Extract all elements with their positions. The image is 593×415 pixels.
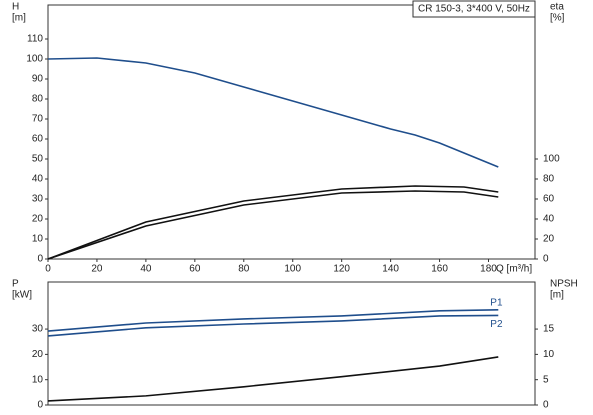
chart-title: CR 150-3, 3*400 V, 50Hz — [418, 4, 530, 15]
y-tick-label: 40 — [32, 174, 44, 185]
y2-tick-label: 10 — [543, 349, 555, 360]
y-tick-label: 30 — [32, 324, 44, 335]
plot-frame — [47, 281, 536, 406]
series-label: P1 — [490, 297, 503, 308]
y2-tick-label: 0 — [543, 400, 549, 411]
y2-tick-label: 5 — [543, 374, 549, 385]
y-tick-label: 70 — [32, 114, 44, 125]
x-tick-label: 160 — [431, 264, 448, 275]
x-tick-label: 60 — [189, 264, 201, 275]
y2-axis-label: eta — [550, 2, 564, 13]
x-tick-label: 120 — [333, 264, 350, 275]
y2-axis-label: NPSH — [550, 279, 578, 290]
y-tick-label: 20 — [32, 214, 44, 225]
y2-tick-label: 0 — [543, 254, 549, 265]
y-tick-label: 30 — [32, 194, 44, 205]
y2-tick-label: 20 — [543, 234, 555, 245]
x-tick-label: 40 — [140, 264, 152, 275]
curve — [47, 356, 499, 402]
x-axis-label: Q [m³/h] — [496, 264, 532, 275]
x-tick-label: 180 — [480, 264, 497, 275]
y-tick-label: 50 — [32, 154, 44, 165]
y-tick-label: 0 — [37, 254, 43, 265]
y-tick-label: 60 — [32, 134, 44, 145]
y-tick-label: 80 — [32, 94, 44, 105]
x-tick-label: 140 — [382, 264, 399, 275]
curve — [47, 185, 499, 260]
curve — [47, 309, 499, 332]
x-tick-label: 80 — [238, 264, 250, 275]
y2-axis-label: [m] — [550, 290, 564, 301]
y2-tick-label: 60 — [543, 194, 555, 205]
x-tick-label: 0 — [45, 264, 51, 275]
series-label: P2 — [490, 319, 503, 330]
x-tick-label: 100 — [284, 264, 301, 275]
y-tick-label: 10 — [32, 374, 44, 385]
y-tick-label: 10 — [32, 234, 44, 245]
plot-frame — [47, 4, 536, 260]
y2-tick-label: 40 — [543, 214, 555, 225]
y2-tick-label: 100 — [543, 154, 560, 165]
y2-axis-label: [%] — [550, 13, 565, 24]
x-tick-label: 20 — [91, 264, 103, 275]
y-tick-label: 20 — [32, 349, 44, 360]
y-axis-label: [m] — [12, 13, 26, 24]
y-axis-label: [kW] — [12, 290, 32, 301]
curve — [47, 314, 499, 337]
y-tick-label: 90 — [32, 74, 44, 85]
y-axis-label: H — [12, 2, 19, 13]
y-axis-label: P — [12, 279, 19, 290]
curve — [47, 190, 499, 260]
y-tick-label: 110 — [27, 34, 43, 45]
curve — [47, 57, 499, 168]
y-tick-label: 0 — [37, 400, 43, 411]
y2-tick-label: 80 — [543, 174, 555, 185]
title-box — [412, 0, 536, 18]
y2-tick-label: 15 — [543, 324, 555, 335]
y-tick-label: 100 — [26, 54, 43, 65]
